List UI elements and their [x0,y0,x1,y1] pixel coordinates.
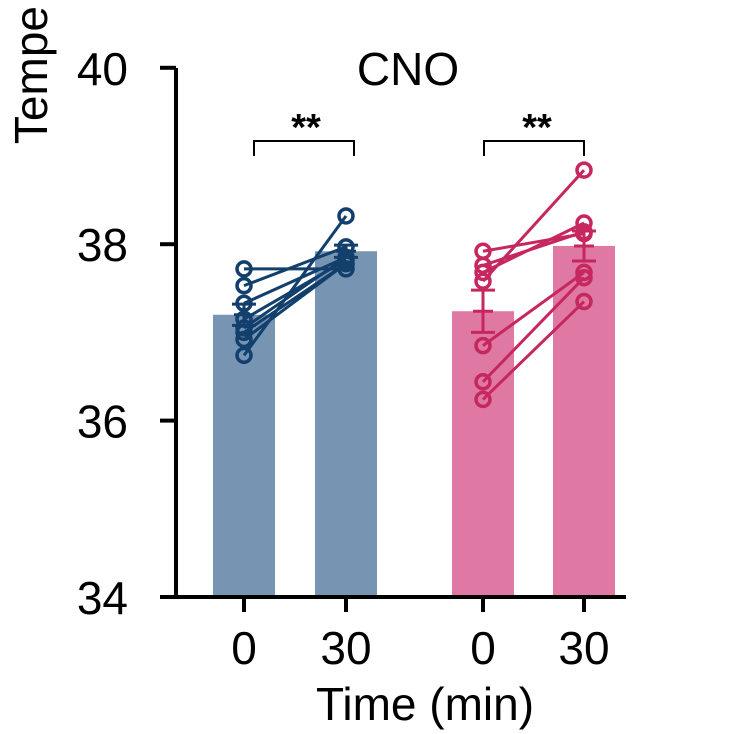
y-axis-label: Tempe [5,6,57,144]
lines-layer [242,169,586,401]
data-point [474,336,492,355]
paired-line [481,169,586,283]
significance-bracket [483,140,585,156]
x-axis: 0 30 0 30 [174,595,626,674]
paired-line [243,245,347,288]
significance-label: ** [522,107,552,149]
data-point [575,292,593,311]
data-point [235,330,253,349]
paired-line [243,256,347,330]
data-point [575,161,593,179]
data-point [474,373,492,391]
data-point [575,214,593,232]
paired-line [481,300,586,401]
significance-brackets: ** ** [253,107,585,156]
data-point [474,272,492,290]
data-point [575,268,593,287]
bar [213,314,275,597]
paired-line [482,271,585,347]
y-tick-label: 34 [77,572,128,624]
data-point [474,390,492,409]
data-point [235,276,253,295]
y-tick-label: 38 [77,219,128,271]
data-point [474,263,492,282]
x-tick-label: 30 [558,622,609,674]
data-point [235,323,253,342]
data-point [337,207,355,225]
data-point [575,223,593,241]
data-point [235,346,253,365]
data-point [474,256,492,275]
significance-bracket [253,140,355,156]
data-point [575,263,593,282]
data-point [337,260,355,278]
bar [315,251,377,598]
significance-label: ** [291,107,321,149]
data-point [235,260,253,278]
y-tick-label: 36 [77,396,128,448]
data-point [337,254,355,273]
chart-title: CNO [357,43,459,95]
bar [553,245,615,598]
paired-line [243,256,347,305]
paired-line [243,262,347,334]
y-axis: 34 36 38 40 [77,43,178,624]
paired-line [481,276,586,383]
paired-line [242,215,348,357]
data-point [337,248,355,267]
data-point [235,294,253,313]
bars-layer [213,245,615,598]
y-tick-label: 40 [77,43,128,95]
x-tick-label: 0 [470,622,496,674]
x-tick-label: 0 [231,622,257,674]
x-tick-label: 30 [320,622,371,674]
points-layer [235,161,593,409]
x-axis-label: Time (min) [316,678,534,730]
